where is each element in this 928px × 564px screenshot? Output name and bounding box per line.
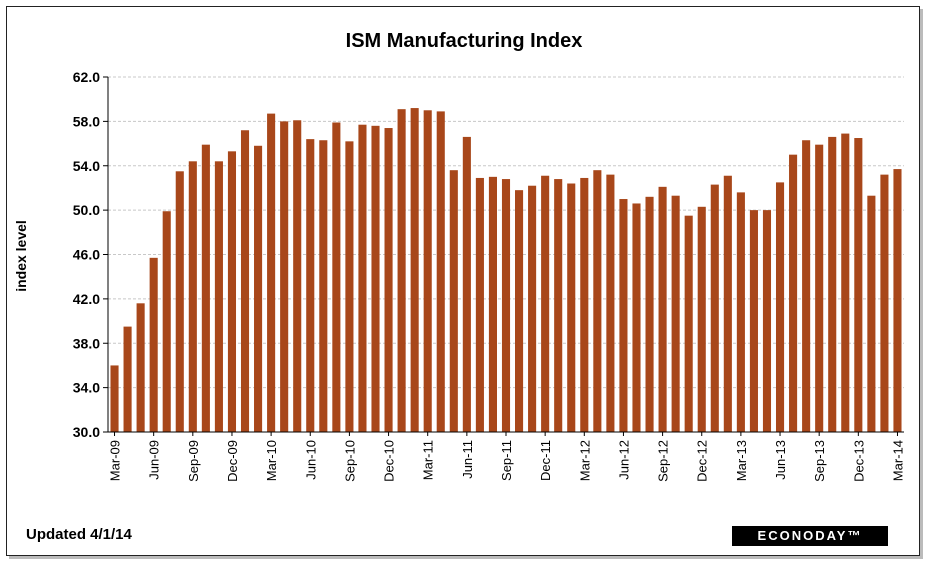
bar	[554, 179, 563, 432]
bar	[201, 144, 210, 432]
y-tick-label: 38.0	[73, 335, 100, 351]
bar	[593, 170, 602, 432]
bar	[501, 179, 511, 432]
bar	[136, 303, 145, 432]
bar	[280, 121, 289, 432]
bar	[528, 185, 537, 432]
econoday-logo: ECONODAY™	[732, 526, 888, 546]
x-tick-label: Sep-10	[342, 440, 357, 482]
x-tick-label: Mar-10	[264, 440, 279, 481]
x-tick-label: Mar-14	[890, 440, 905, 481]
bar	[423, 110, 432, 432]
x-tick-label: Dec-13	[851, 440, 866, 482]
bar	[214, 161, 223, 432]
bar	[188, 161, 197, 432]
y-tick-label: 62.0	[73, 69, 100, 85]
bar	[671, 195, 680, 432]
bar	[802, 140, 811, 432]
bar	[841, 133, 850, 432]
bar	[749, 210, 758, 432]
bar	[397, 109, 406, 432]
bar	[358, 124, 367, 432]
bar	[619, 199, 628, 432]
y-tick-label: 50.0	[73, 202, 100, 218]
bar	[462, 136, 471, 432]
bar	[110, 365, 119, 432]
bar	[227, 151, 237, 432]
x-tick-label: Mar-12	[577, 440, 592, 481]
x-tick-label: Jun-10	[303, 440, 318, 480]
bar	[410, 108, 419, 432]
x-tick-label: Mar-11	[421, 440, 436, 480]
y-tick-label: 46.0	[73, 247, 100, 263]
axes	[103, 76, 904, 436]
bar	[697, 206, 706, 432]
bar	[267, 113, 276, 432]
bar	[149, 257, 158, 432]
x-tick-label: Jun-11	[460, 440, 475, 479]
bar	[867, 195, 876, 432]
x-tick-label: Sep-12	[656, 440, 671, 482]
x-tick-label: Jun-09	[147, 440, 162, 480]
bar	[762, 210, 772, 432]
x-tick-labels: Mar-09 Jun-09 Sep-09 Dec-09 Mar-10 Jun-10 Sep-…	[108, 440, 906, 482]
updated-note: Updated 4/1/14	[26, 526, 132, 543]
bar	[893, 169, 902, 432]
bar	[789, 154, 798, 432]
x-tick-label: Sep-13	[812, 440, 827, 482]
bar	[332, 122, 341, 432]
bar	[515, 190, 524, 432]
bar	[684, 215, 693, 432]
bar	[162, 211, 171, 432]
x-tick-label: Dec-10	[382, 440, 397, 482]
bar	[175, 171, 184, 432]
bar	[880, 174, 889, 432]
x-tick-label: Dec-11	[538, 440, 553, 481]
bar	[293, 120, 302, 432]
bar	[658, 186, 667, 432]
x-tick-label: Jun-12	[616, 440, 631, 480]
bar	[580, 177, 589, 432]
bar	[436, 111, 445, 432]
bar	[541, 175, 550, 432]
y-tick-label: 42.0	[73, 291, 100, 307]
bar	[723, 175, 732, 432]
bar	[632, 203, 641, 432]
bar	[736, 192, 745, 432]
x-tick-label: Dec-09	[225, 440, 240, 482]
bar	[345, 141, 354, 432]
x-tick-label: Jun-13	[773, 440, 788, 480]
y-tick-label: 30.0	[73, 424, 100, 440]
x-tick-label: Mar-09	[108, 440, 123, 481]
bar	[371, 125, 380, 432]
bar	[854, 138, 863, 432]
bar	[775, 182, 785, 432]
bar	[123, 326, 132, 432]
bar	[710, 184, 719, 432]
bar	[449, 170, 458, 432]
x-tick-label: Sep-11	[499, 440, 514, 481]
y-tick-label: 34.0	[73, 380, 100, 396]
bar	[475, 177, 484, 432]
x-tick-label: Mar-13	[734, 440, 749, 481]
bar	[828, 136, 837, 432]
bars	[110, 108, 902, 432]
bar	[384, 128, 393, 432]
bar	[567, 183, 576, 432]
bar	[254, 145, 263, 432]
y-tick-label: 58.0	[73, 113, 100, 129]
bar	[606, 174, 615, 432]
bar	[319, 140, 328, 432]
bar	[306, 139, 315, 432]
bar	[645, 196, 654, 432]
y-tick-labels: 30.0 34.0 38.0 42.0 46.0 50.0 54.0 58.0 62.0	[73, 69, 100, 440]
chart-title: ISM Manufacturing Index	[345, 30, 583, 52]
bar	[488, 176, 497, 432]
x-tick-label: Sep-09	[186, 440, 201, 482]
x-tick-label: Dec-12	[695, 440, 710, 482]
y-tick-label: 54.0	[73, 158, 100, 174]
bar	[815, 144, 824, 432]
bar	[240, 130, 250, 432]
